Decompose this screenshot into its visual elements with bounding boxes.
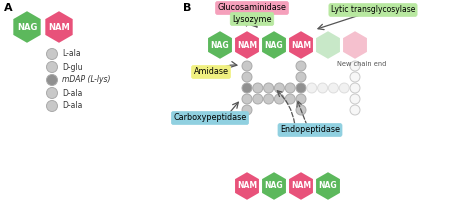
Circle shape (242, 94, 252, 104)
Text: NAM: NAM (291, 182, 311, 191)
Text: New chain end: New chain end (337, 61, 386, 67)
Circle shape (242, 72, 252, 82)
Text: B: B (183, 3, 191, 13)
Circle shape (274, 83, 284, 93)
Circle shape (296, 61, 306, 71)
Circle shape (296, 72, 306, 82)
Circle shape (242, 61, 252, 71)
Circle shape (350, 83, 360, 93)
Circle shape (296, 94, 306, 104)
Text: D-ala: D-ala (62, 102, 82, 110)
Circle shape (242, 105, 252, 115)
Text: D-glu: D-glu (62, 62, 82, 72)
Circle shape (46, 88, 57, 99)
Text: Lytic transglycosylase: Lytic transglycosylase (331, 5, 415, 15)
Text: Amidase: Amidase (193, 68, 228, 77)
Polygon shape (315, 171, 341, 201)
Circle shape (46, 74, 57, 85)
Polygon shape (207, 30, 233, 60)
Circle shape (350, 94, 360, 104)
Circle shape (350, 72, 360, 82)
Polygon shape (288, 30, 314, 60)
Circle shape (285, 94, 295, 104)
Circle shape (253, 83, 263, 93)
Circle shape (264, 94, 273, 104)
Text: NAG: NAG (264, 182, 283, 191)
Circle shape (46, 100, 57, 111)
Circle shape (264, 83, 273, 93)
Circle shape (318, 83, 328, 93)
Text: NAM: NAM (237, 41, 257, 50)
Text: Lysozyme: Lysozyme (232, 15, 272, 24)
Polygon shape (288, 171, 314, 201)
Text: NAG: NAG (210, 41, 229, 50)
Circle shape (46, 48, 57, 59)
Circle shape (296, 105, 306, 115)
Text: Carboxypeptidase: Carboxypeptidase (173, 114, 246, 123)
Text: A: A (4, 3, 13, 13)
Polygon shape (261, 171, 287, 201)
Text: L-ala: L-ala (62, 50, 81, 58)
Circle shape (339, 83, 349, 93)
Circle shape (253, 94, 263, 104)
Circle shape (307, 83, 317, 93)
Text: D-ala: D-ala (62, 88, 82, 98)
Polygon shape (261, 30, 287, 60)
Polygon shape (44, 10, 74, 44)
Circle shape (285, 83, 295, 93)
Circle shape (350, 105, 360, 115)
Circle shape (242, 83, 252, 93)
Polygon shape (342, 30, 368, 60)
Polygon shape (234, 171, 260, 201)
Circle shape (350, 61, 360, 71)
Text: NAG: NAG (17, 22, 37, 31)
Text: NAM: NAM (237, 182, 257, 191)
Circle shape (328, 83, 338, 93)
Text: Endopeptidase: Endopeptidase (280, 125, 340, 135)
Text: NAM: NAM (291, 41, 311, 50)
Polygon shape (234, 30, 260, 60)
Polygon shape (315, 30, 341, 60)
Text: NAG: NAG (264, 41, 283, 50)
Circle shape (274, 94, 284, 104)
Circle shape (46, 62, 57, 73)
Circle shape (296, 83, 306, 93)
Polygon shape (12, 10, 42, 44)
Text: NAM: NAM (48, 22, 70, 31)
Text: mDAP (L-lys): mDAP (L-lys) (62, 76, 110, 84)
Text: NAG: NAG (319, 182, 337, 191)
Text: Glucosaminidase: Glucosaminidase (218, 4, 286, 12)
